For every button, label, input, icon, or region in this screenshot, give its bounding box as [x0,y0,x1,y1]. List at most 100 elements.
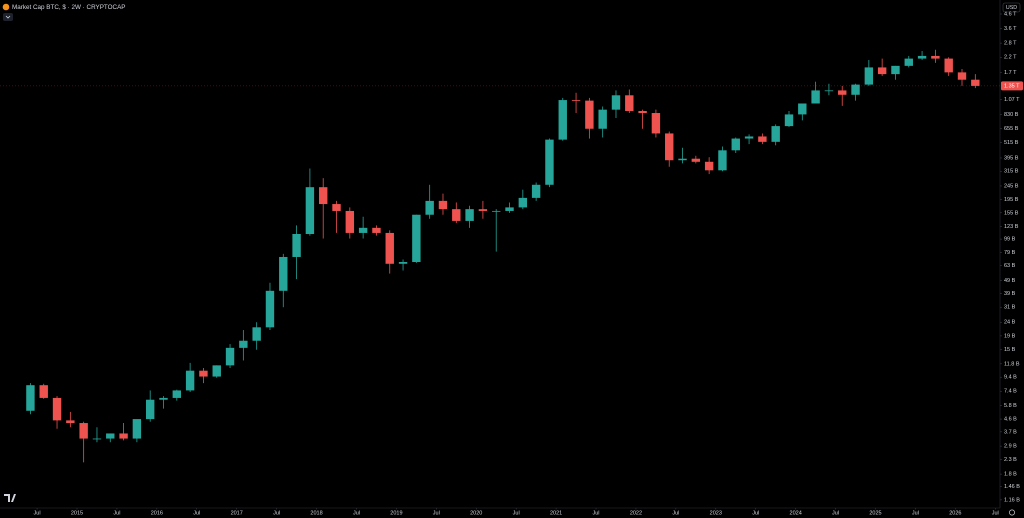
candle-body [52,397,62,421]
y-tick-label: 24 B [1004,320,1016,326]
x-tick-label: Jul [433,510,440,516]
candle-body [864,67,874,85]
y-tick-label: 1.07 T [1004,97,1020,103]
candle-body [758,136,767,142]
candle-body [212,365,221,377]
y-tick-label: 830 B [1004,112,1019,118]
y-tick-label: 9.4 B [1004,375,1017,381]
y-tick-label: 195 B [1004,197,1019,203]
last-price-label: 1.35 T [1004,84,1020,90]
y-tick-label: 1.7 T [1004,70,1017,76]
x-tick-label: 2022 [630,510,642,516]
candle-body [345,210,355,233]
y-tick-label: 655 B [1004,126,1019,132]
candle-body [145,399,155,420]
candle-body [79,423,88,439]
candle-body [412,214,421,263]
candle-body [904,58,913,66]
candles [26,49,980,463]
x-tick-label: Jul [593,510,600,516]
candle-body [598,109,607,129]
candle-body [651,113,661,134]
x-tick-label: 2023 [710,510,722,516]
candle-body [877,67,887,75]
candle-body [891,65,900,75]
x-tick-label: Jul [193,510,200,516]
candle-body [319,187,328,205]
candle-body [505,207,514,211]
x-tick-label: Jul [752,510,759,516]
candle-body [704,161,714,171]
y-tick-label: 515 B [1004,140,1019,146]
y-tick-label: 79 B [1004,250,1016,256]
y-tick-label: 3.7 B [1004,429,1017,435]
x-tick-label: 2018 [310,510,322,516]
candle-body [185,370,195,391]
y-tick-label: 395 B [1004,155,1019,161]
candle-body [478,209,488,211]
settings-icon[interactable] [1009,509,1015,516]
candle-body [638,110,647,114]
candle-body [465,209,474,221]
candle-body [119,433,128,439]
y-tick-label: 4.6 B [1004,417,1017,423]
y-tick-label: 63 B [1004,263,1016,269]
candle-body [571,100,581,101]
candle-body [798,103,807,115]
last-price-tag [1001,81,1023,91]
candle-body [159,397,168,400]
y-tick-label: 315 B [1004,169,1019,175]
x-tick-label: 2017 [231,510,243,516]
candle-body [611,95,621,110]
candle-body [92,438,102,440]
candle-body [172,390,182,398]
candle-body [824,90,834,92]
y-tick-label: 2.2 T [1004,55,1017,61]
x-tick-label: Jul [34,510,41,516]
x-tick-label: 2021 [550,510,562,516]
x-tick-label: Jul [353,510,360,516]
candle-body [279,256,288,291]
candle-body [132,419,142,439]
candle-body [26,385,35,411]
x-tick-label: 2026 [949,510,961,516]
x-tick-label: 2020 [470,510,482,516]
tradingview-logo [4,494,16,502]
x-tick-label: Jul [992,510,999,516]
candle-body [691,158,701,162]
candle-body [66,420,75,424]
candle-body [731,138,740,151]
candle-body [199,370,208,377]
y-tick-label: 99 B [1004,237,1016,243]
candle-body [385,232,394,264]
candle-body [545,139,554,185]
y-tick-label: 155 B [1004,210,1019,216]
x-tick-label: 2019 [390,510,402,516]
candle-body [39,385,48,398]
x-tick-label: Jul [912,510,919,516]
candle-body [784,114,794,127]
candle-body [811,90,820,104]
candle-body [678,158,687,161]
currency-label: USD [1006,5,1017,11]
candle-body [372,227,381,233]
candle-body [492,210,501,212]
y-tick-label: 11.8 B [1004,361,1020,367]
x-tick-label: Jul [513,510,520,516]
candle-body [332,204,341,211]
chart-title: Market Cap BTC, $ · 2W · CRYPTOCAP [12,4,126,11]
candle-body [718,150,727,171]
candle-body [265,290,275,328]
candle-body [305,187,315,235]
collapse-button[interactable] [3,13,13,21]
candle-body [851,84,860,95]
currency-button[interactable] [1002,2,1021,13]
y-tick-label: 2.3 B [1004,457,1017,463]
candle-body [425,200,434,215]
candle-body [944,58,953,73]
logo-shape [4,494,16,502]
y-tick-label: 3.6 T [1004,26,1017,32]
x-tick-label: 2015 [71,510,83,516]
candle-body [292,234,301,257]
y-tick-label: 245 B [1004,183,1019,189]
